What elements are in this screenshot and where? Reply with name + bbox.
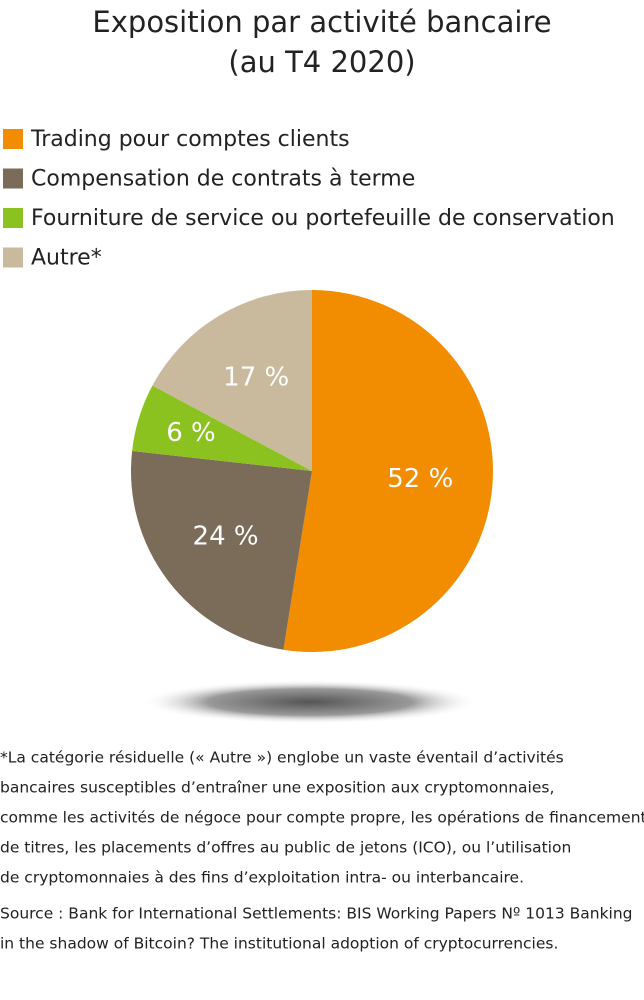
slice-label: 17 %	[223, 362, 289, 392]
footnote-line: *La catégorie résiduelle (« Autre ») eng…	[0, 749, 564, 767]
legend-label: Autre*	[31, 246, 102, 271]
pie-slice	[131, 450, 312, 650]
legend-label: Compensation de contrats à terme	[31, 167, 415, 192]
footnote-line: de cryptomonnaies à des fins d’exploitat…	[0, 869, 524, 887]
footnote-line: bancaires susceptibles d’entraîner une e…	[0, 779, 554, 797]
pie-slice	[283, 290, 493, 652]
pie-slice	[132, 385, 312, 471]
footnote-line: comme les activités de négoce pour compt…	[0, 809, 644, 827]
slice-label: 6 %	[166, 418, 216, 448]
footnote-line: de titres, les placements d’offres au pu…	[0, 839, 571, 857]
legend-swatch	[3, 208, 23, 228]
legend-swatch	[3, 168, 23, 189]
slice-label: 52 %	[387, 464, 453, 494]
chart-subtitle: (au T4 2020)	[228, 45, 415, 79]
legend-swatch	[3, 129, 23, 149]
pie-shadow	[140, 680, 480, 724]
chart-title: Exposition par activité bancaire	[92, 5, 551, 39]
source-line: Source : Bank for International Settleme…	[0, 905, 633, 923]
slice-label: 24 %	[193, 521, 259, 551]
legend-swatch	[3, 247, 23, 268]
source-line: in the shadow of Bitcoin? The institutio…	[0, 935, 558, 953]
pie-slice	[152, 290, 312, 471]
legend-label: Trading pour comptes clients	[30, 127, 350, 152]
legend-label: Fourniture de service ou portefeuille de…	[31, 206, 615, 231]
